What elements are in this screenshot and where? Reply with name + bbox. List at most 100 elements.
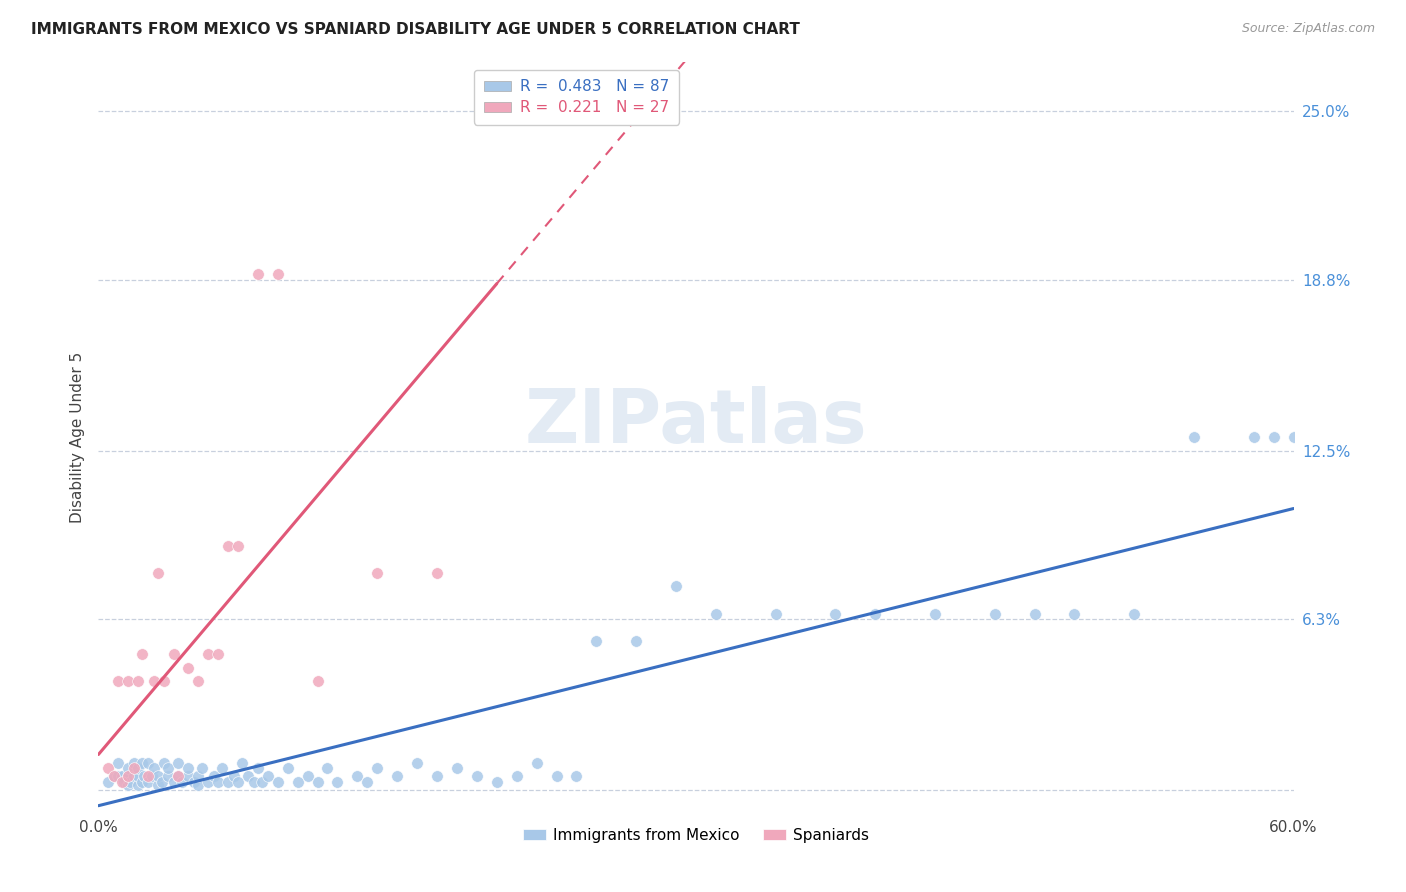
- Point: [426, 566, 449, 580]
- Point: [127, 674, 149, 689]
- Point: [153, 756, 176, 770]
- Point: [187, 674, 209, 689]
- Point: [585, 633, 607, 648]
- Point: [246, 267, 269, 281]
- Point: [134, 769, 156, 783]
- Point: [250, 775, 273, 789]
- Point: [297, 769, 319, 783]
- Point: [246, 761, 269, 775]
- Point: [1243, 430, 1265, 444]
- Point: [103, 769, 125, 783]
- Point: [267, 775, 290, 789]
- Point: [117, 778, 139, 792]
- Point: [157, 761, 180, 775]
- Point: [1123, 607, 1146, 621]
- Point: [127, 778, 149, 792]
- Point: [546, 769, 568, 783]
- Point: [117, 769, 139, 783]
- Point: [131, 775, 153, 789]
- Point: [256, 769, 278, 783]
- Point: [111, 775, 134, 789]
- Point: [187, 778, 209, 792]
- Point: [124, 769, 146, 783]
- Point: [136, 756, 159, 770]
- Point: [865, 607, 887, 621]
- Point: [366, 761, 388, 775]
- Point: [191, 761, 214, 775]
- Point: [131, 647, 153, 661]
- Point: [148, 778, 170, 792]
- Text: ZIPatlas: ZIPatlas: [524, 385, 868, 458]
- Point: [465, 769, 488, 783]
- Text: Source: ZipAtlas.com: Source: ZipAtlas.com: [1241, 22, 1375, 36]
- Point: [1024, 607, 1046, 621]
- Point: [167, 769, 190, 783]
- Point: [177, 769, 200, 783]
- Point: [1182, 430, 1205, 444]
- Point: [226, 775, 249, 789]
- Point: [148, 566, 170, 580]
- Point: [163, 775, 186, 789]
- Point: [207, 775, 229, 789]
- Point: [346, 769, 368, 783]
- Point: [97, 761, 120, 775]
- Point: [1282, 430, 1305, 444]
- Point: [107, 769, 129, 783]
- Point: [211, 761, 233, 775]
- Point: [267, 267, 290, 281]
- Point: [446, 761, 468, 775]
- Point: [120, 775, 142, 789]
- Point: [287, 775, 309, 789]
- Point: [172, 775, 194, 789]
- Point: [97, 775, 120, 789]
- Point: [526, 756, 548, 770]
- Point: [824, 607, 846, 621]
- Point: [117, 674, 139, 689]
- Point: [626, 633, 648, 648]
- Point: [307, 674, 329, 689]
- Point: [131, 756, 153, 770]
- Point: [485, 104, 508, 119]
- Point: [183, 775, 205, 789]
- Point: [217, 775, 239, 789]
- Point: [112, 775, 135, 789]
- Point: [177, 661, 200, 675]
- Point: [163, 647, 186, 661]
- Point: [665, 579, 688, 593]
- Y-axis label: Disability Age Under 5: Disability Age Under 5: [69, 351, 84, 523]
- Point: [127, 761, 149, 775]
- Legend: Immigrants from Mexico, Spaniards: Immigrants from Mexico, Spaniards: [516, 822, 876, 849]
- Point: [356, 775, 378, 789]
- Point: [366, 566, 388, 580]
- Point: [167, 769, 190, 783]
- Point: [127, 769, 149, 783]
- Point: [117, 769, 139, 783]
- Point: [765, 607, 787, 621]
- Point: [157, 769, 180, 783]
- Point: [197, 647, 219, 661]
- Point: [236, 769, 259, 783]
- Point: [307, 775, 329, 789]
- Point: [187, 769, 209, 783]
- Point: [136, 769, 159, 783]
- Point: [103, 769, 125, 783]
- Point: [117, 761, 139, 775]
- Point: [1263, 430, 1285, 444]
- Point: [197, 775, 219, 789]
- Point: [385, 769, 409, 783]
- Point: [150, 775, 173, 789]
- Point: [143, 674, 166, 689]
- Point: [485, 775, 508, 789]
- Point: [148, 769, 170, 783]
- Point: [111, 769, 134, 783]
- Point: [565, 769, 588, 783]
- Point: [141, 769, 163, 783]
- Point: [704, 607, 727, 621]
- Text: IMMIGRANTS FROM MEXICO VS SPANIARD DISABILITY AGE UNDER 5 CORRELATION CHART: IMMIGRANTS FROM MEXICO VS SPANIARD DISAB…: [31, 22, 800, 37]
- Point: [136, 775, 159, 789]
- Point: [177, 761, 200, 775]
- Point: [153, 674, 176, 689]
- Point: [924, 607, 946, 621]
- Point: [231, 756, 253, 770]
- Point: [124, 756, 146, 770]
